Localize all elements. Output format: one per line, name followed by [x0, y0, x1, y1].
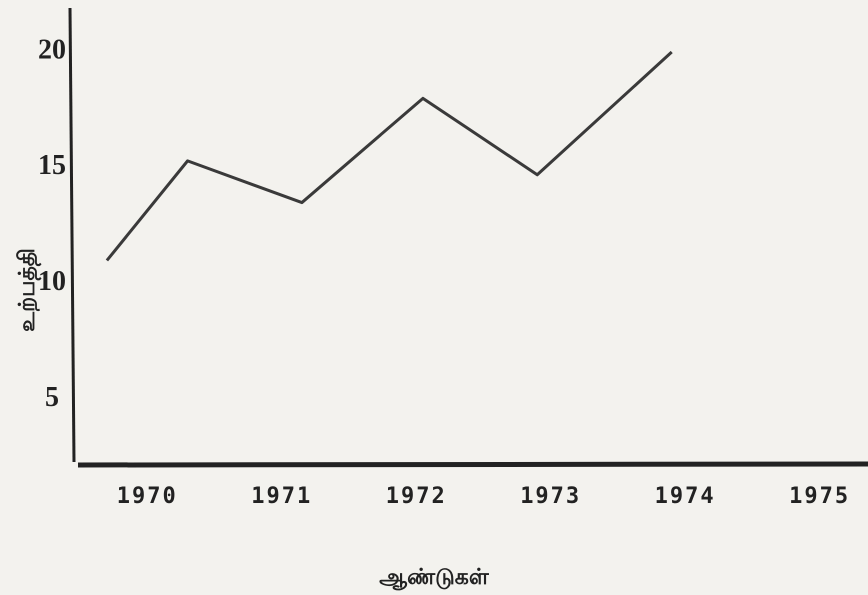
- x-axis-label: ஆண்டுகள்: [379, 565, 490, 591]
- y-axis-label: உற்பத்தி: [15, 248, 42, 332]
- x-tick-label: 1975: [789, 484, 850, 509]
- x-tick-label: 1971: [251, 484, 312, 509]
- y-tick-label: 5: [45, 382, 59, 413]
- data-line: [105, 50, 673, 262]
- x-tick-label: 1972: [386, 484, 447, 509]
- x-tick-label: 1973: [520, 484, 581, 509]
- x-axis: [77, 461, 868, 468]
- x-tick-label: 1974: [655, 484, 716, 509]
- y-tick-label: 20: [38, 34, 66, 65]
- x-tick-label: 1970: [117, 484, 178, 509]
- y-tick-label: 15: [38, 150, 66, 181]
- y-tick-label: 10: [38, 266, 66, 297]
- y-axis: [68, 7, 76, 463]
